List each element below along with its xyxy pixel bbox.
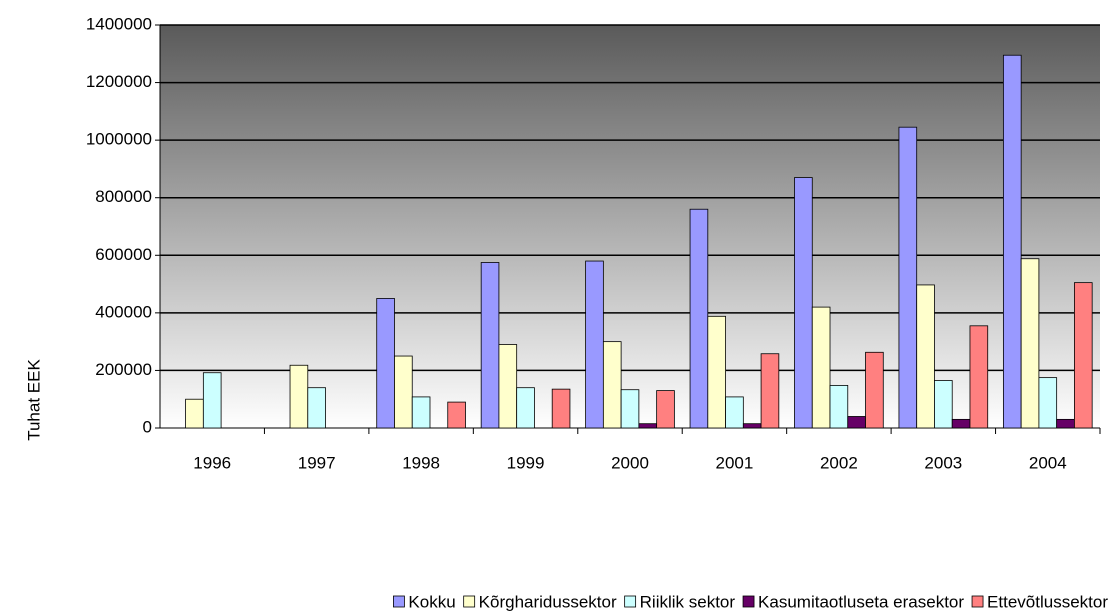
bar xyxy=(498,344,518,429)
y-axis-label: Tuhat EEK xyxy=(24,359,43,441)
legend-swatch xyxy=(971,595,984,608)
bar xyxy=(707,315,726,429)
bar xyxy=(638,423,658,429)
bar xyxy=(794,177,813,429)
bar xyxy=(202,372,222,429)
bar xyxy=(898,126,918,429)
x-tick-label: 2002 xyxy=(820,453,858,472)
x-tick-label: 2001 xyxy=(716,453,754,472)
bar xyxy=(1074,282,1093,429)
bar xyxy=(865,351,884,429)
bar xyxy=(620,389,640,429)
bar xyxy=(585,260,604,429)
y-tick-label: 1000000 xyxy=(86,130,152,149)
legend-swatch xyxy=(742,595,755,608)
bar xyxy=(742,423,762,429)
plot-area xyxy=(160,25,1100,428)
legend-swatch xyxy=(393,595,405,608)
bar xyxy=(1020,258,1040,429)
y-tick-label: 1400000 xyxy=(86,14,152,33)
x-tick-label: 2003 xyxy=(924,453,962,472)
y-tick-label: 800000 xyxy=(95,187,152,206)
bar xyxy=(516,387,535,429)
x-tick-label: 1998 xyxy=(402,453,440,472)
bar xyxy=(1002,54,1022,429)
y-tick-label: 600000 xyxy=(95,245,152,264)
bar xyxy=(656,390,675,429)
x-tick-label: 1999 xyxy=(507,453,545,472)
bar xyxy=(916,284,935,429)
x-tick-label: 2004 xyxy=(1029,453,1067,472)
legend-label: Riiklik sektor xyxy=(640,592,736,611)
legend-swatch xyxy=(624,595,637,608)
bar xyxy=(934,380,953,429)
legend-label: Kõrgharidussektor xyxy=(479,592,617,611)
bar xyxy=(689,208,709,429)
bar xyxy=(1038,377,1058,429)
bar xyxy=(480,262,500,429)
legend-label: Ettevõtlussektor xyxy=(987,592,1108,611)
bar xyxy=(760,353,780,429)
y-tick-label: 0 xyxy=(143,417,152,436)
x-tick-label: 2000 xyxy=(611,453,649,472)
bar xyxy=(951,418,971,429)
x-tick-label: 1996 xyxy=(193,453,231,472)
y-tick-label: 1200000 xyxy=(86,72,152,91)
y-tick-label: 200000 xyxy=(95,360,152,379)
bar xyxy=(725,396,744,429)
legend-swatch xyxy=(463,595,476,608)
bar xyxy=(847,416,866,429)
legend-label: Kasumitaotluseta erasektor xyxy=(758,592,964,611)
bar xyxy=(551,388,571,429)
bar xyxy=(811,306,831,429)
bar xyxy=(185,398,204,429)
bar xyxy=(289,364,309,429)
bar xyxy=(307,387,326,429)
bar xyxy=(394,355,413,429)
bar xyxy=(969,325,989,429)
bar xyxy=(447,401,466,429)
x-tick-label: 1997 xyxy=(298,453,336,472)
bar xyxy=(602,341,622,429)
bar xyxy=(829,384,849,429)
bar xyxy=(411,396,431,429)
legend-label: Kokku xyxy=(408,592,455,611)
bar xyxy=(376,298,395,429)
y-tick-label: 400000 xyxy=(95,302,152,321)
bar xyxy=(1056,418,1075,429)
